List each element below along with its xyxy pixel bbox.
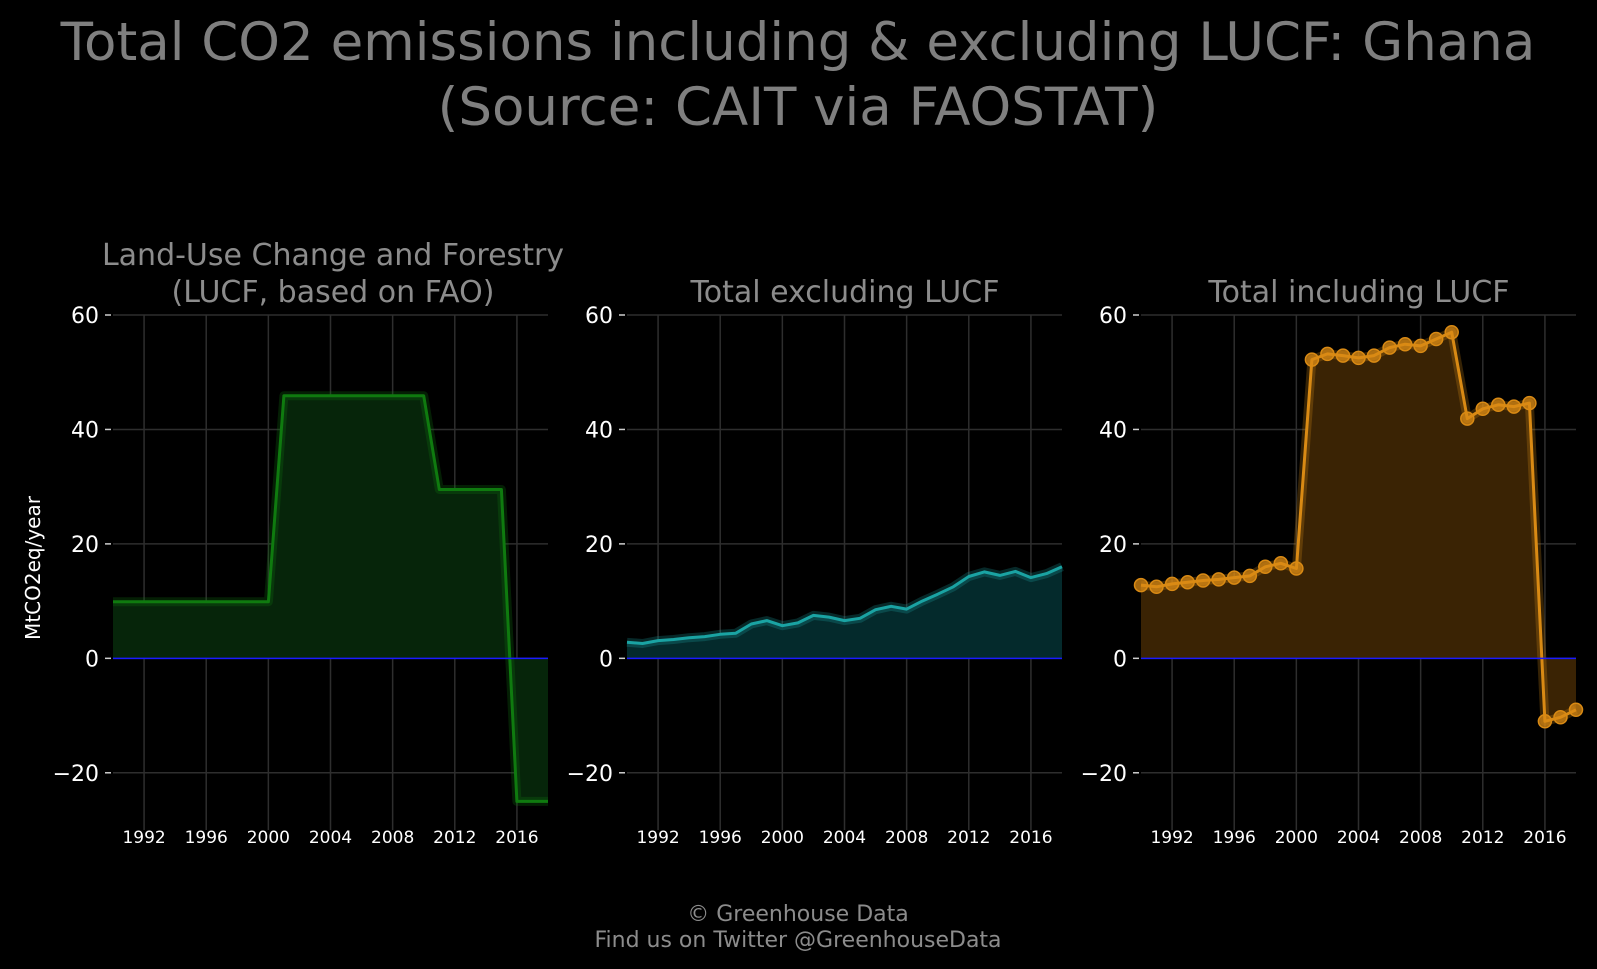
panel-title-line: (LUCF, based on FAO)	[172, 275, 495, 310]
series-area	[1141, 332, 1576, 722]
data-point	[1444, 324, 1459, 340]
panel-total-excluding-lucf: Total excluding LUCF −20 0 20 40 60 1992 1996 20…	[567, 275, 1064, 848]
chart-subtitle: (Source: CAIT via FAOSTAT)	[438, 77, 1159, 138]
y-tick-label: 40	[1099, 418, 1127, 443]
x-tick-label: 1996	[699, 828, 742, 848]
data-point	[1180, 574, 1195, 590]
y-tick-label: 0	[599, 647, 613, 672]
x-tick-label: 2000	[247, 828, 290, 848]
data-point	[1258, 559, 1273, 575]
series-line	[113, 394, 548, 803]
caption-twitter: Find us on Twitter @GreenhouseData	[594, 928, 1001, 953]
y-tick-label: −20	[1081, 762, 1127, 787]
data-point	[1475, 401, 1491, 417]
y-tick-label: 60	[585, 304, 613, 329]
x-tick-label: 1996	[185, 828, 228, 848]
data-point	[1491, 397, 1506, 413]
data-point	[1568, 702, 1584, 718]
y-tick-label: 40	[71, 418, 99, 443]
y-tick-label: 20	[1099, 533, 1127, 558]
x-tick-label: 2016	[1009, 828, 1052, 848]
data-point	[1289, 561, 1304, 576]
data-point	[1226, 570, 1242, 585]
x-tick-label: 2004	[309, 828, 352, 848]
x-tick-label: 2004	[823, 828, 866, 848]
x-tick-label: 2012	[947, 828, 990, 848]
x-tick-label: 2008	[371, 828, 414, 848]
y-axis-label: MtCO2eq/year	[21, 495, 45, 640]
series-area	[627, 566, 1062, 659]
y-tick-label: 40	[585, 418, 613, 443]
data-point	[1460, 411, 1475, 426]
caption-copyright: © Greenhouse Data	[687, 902, 908, 927]
data-point	[1335, 348, 1351, 363]
data-point	[1242, 568, 1258, 584]
data-point	[1537, 714, 1553, 729]
data-point	[1553, 710, 1568, 725]
series-line	[626, 565, 1063, 645]
data-point	[1320, 346, 1335, 362]
data-point	[1397, 336, 1413, 352]
data-point	[1428, 331, 1444, 347]
panel-title-line: Total including LUCF	[1207, 275, 1509, 310]
panel-title-line: Land-Use Change and Forestry	[102, 238, 564, 273]
y-tick-label: 0	[85, 647, 99, 672]
x-tick-label: 2016	[495, 828, 538, 848]
series-area	[113, 395, 548, 802]
y-tick-label: −20	[53, 762, 99, 787]
x-tick-label: 1992	[1150, 828, 1193, 848]
data-point	[1133, 577, 1149, 593]
x-tick-label: 2012	[1461, 828, 1504, 848]
y-tick-label: 20	[71, 533, 99, 558]
panel-title-line: Total excluding LUCF	[690, 275, 1000, 310]
data-point	[1195, 573, 1211, 588]
x-tick-label: 2012	[433, 828, 476, 848]
x-tick-label: 2004	[1337, 828, 1380, 848]
data-point	[1164, 576, 1180, 592]
x-tick-label: 1996	[1213, 828, 1256, 848]
data-point	[1149, 579, 1164, 595]
y-tick-label: 60	[71, 304, 99, 329]
y-tick-label: 0	[1113, 647, 1127, 672]
x-tick-label: 2000	[761, 828, 804, 848]
data-point	[1506, 399, 1522, 414]
chart-title: Total CO2 emissions including & excludin…	[60, 12, 1536, 73]
data-point	[1366, 348, 1382, 363]
data-point	[1413, 338, 1428, 354]
data-point	[1304, 352, 1320, 367]
x-tick-label: 2008	[885, 828, 928, 848]
x-tick-label: 2008	[1399, 828, 1442, 848]
x-tick-label: 1992	[122, 828, 165, 848]
data-point	[1211, 572, 1226, 587]
data-point	[1273, 556, 1289, 571]
panel-total-including-lucf: Total including LUCF −20 0 20 40 60 1992 1996 20…	[1081, 275, 1584, 848]
data-point	[1382, 340, 1397, 355]
data-point	[1351, 350, 1366, 366]
data-point	[1522, 395, 1537, 411]
panel-lucf: Land-Use Change and Forestry(LUCF, based…	[53, 238, 564, 848]
y-tick-label: 60	[1099, 304, 1127, 329]
y-tick-label: −20	[567, 762, 613, 787]
x-tick-label: 2016	[1523, 828, 1566, 848]
x-tick-label: 2000	[1275, 828, 1318, 848]
x-tick-label: 1992	[636, 828, 679, 848]
y-tick-label: 20	[585, 533, 613, 558]
